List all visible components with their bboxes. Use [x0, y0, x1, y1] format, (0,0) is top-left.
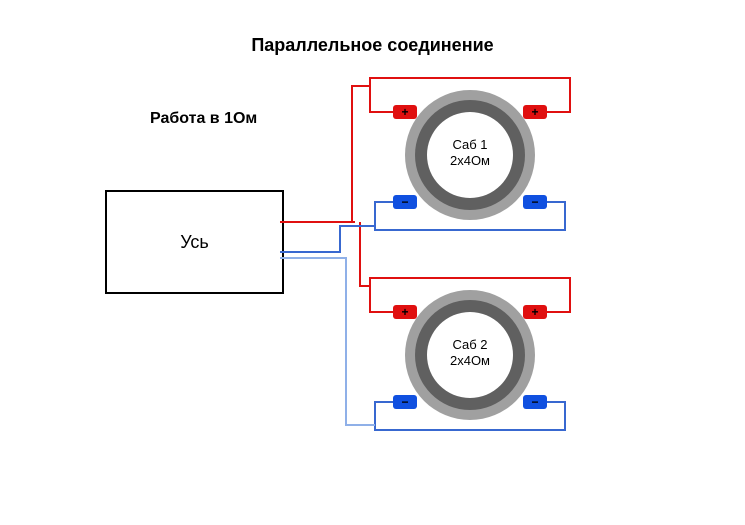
terminal-sub1-tl: +	[393, 105, 417, 119]
sub2-name: Саб 2	[452, 337, 487, 352]
diagram-subtitle: Работа в 1Ом	[150, 110, 257, 128]
amplifier-label: Усь	[180, 232, 209, 253]
speaker-sub2: Саб 2 2x4Ом	[405, 290, 535, 420]
speaker-sub1-label: Саб 1 2x4Ом	[405, 137, 535, 168]
terminal-sub1-tr: +	[523, 105, 547, 119]
speaker-sub2-label: Саб 2 2x4Ом	[405, 337, 535, 368]
diagram-title: Параллельное соединение	[200, 35, 545, 56]
speaker-sub1: Саб 1 2x4Ом	[405, 90, 535, 220]
amplifier-box: Усь	[105, 190, 284, 294]
sub2-impedance: 2x4Ом	[450, 353, 490, 368]
terminal-sub2-tl: +	[393, 305, 417, 319]
sub1-name: Саб 1	[452, 137, 487, 152]
terminal-sub2-tr: +	[523, 305, 547, 319]
terminal-sub2-br: −	[523, 395, 547, 409]
sub1-impedance: 2x4Ом	[450, 153, 490, 168]
terminal-sub1-br: −	[523, 195, 547, 209]
terminal-sub1-bl: −	[393, 195, 417, 209]
terminal-sub2-bl: −	[393, 395, 417, 409]
